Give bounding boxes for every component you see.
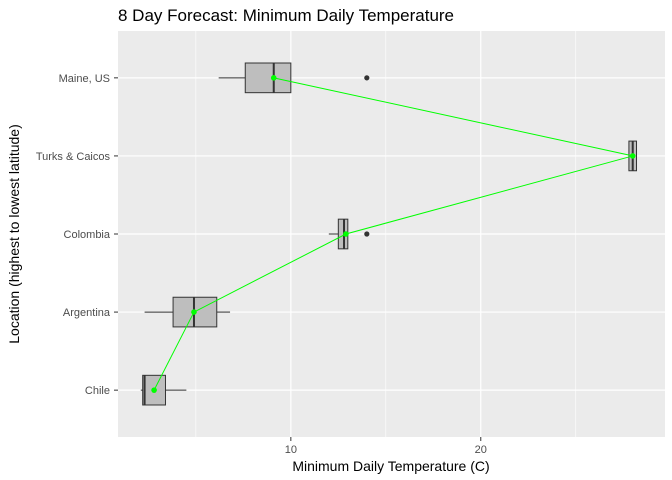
chart-title: 8 Day Forecast: Minimum Daily Temperatur… (118, 6, 455, 25)
mean-trend-layer (151, 75, 636, 393)
mean-point (270, 75, 277, 81)
y-axis-title: Location (highest to lowest latitude) (6, 124, 22, 343)
y-tick-label: Colombia (64, 229, 111, 241)
y-tick-label: Maine, US (59, 73, 110, 85)
y-tick-label: Chile (85, 385, 110, 397)
x-tick-label: 20 (475, 444, 487, 456)
mean-point (151, 387, 157, 393)
outlier-point (364, 231, 370, 237)
x-tick-label: 10 (285, 444, 297, 456)
axis-layer: 10 20 Maine, US Turks & Caicos Colombia Argen… (36, 73, 487, 456)
x-axis-title: Minimum Daily Temperature (C) (292, 458, 489, 474)
mean-point (629, 153, 636, 159)
y-tick-label: Argentina (63, 307, 111, 319)
y-tick-label: Turks & Caicos (36, 151, 111, 163)
mean-point (343, 231, 349, 237)
outlier-point (364, 75, 370, 81)
mean-point (191, 309, 197, 315)
box-iqr (244, 62, 292, 94)
